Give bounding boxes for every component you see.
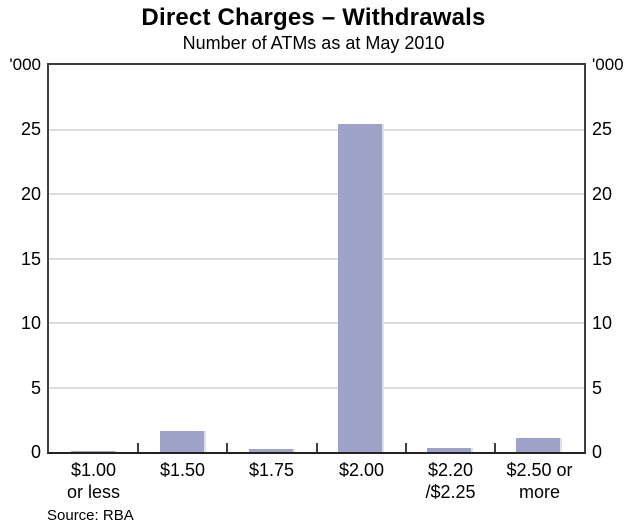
plot-area: [47, 63, 586, 454]
x-axis-label-line: $2.20: [427, 460, 474, 480]
y-axis-label: 10: [592, 313, 613, 333]
bar: [160, 431, 206, 452]
gridline: [49, 386, 584, 389]
x-axis-label-line: /$2.25: [425, 482, 476, 502]
x-axis-tick: [316, 443, 318, 452]
y-axis-label: 20: [20, 184, 41, 204]
y-axis-label: 25: [592, 119, 613, 139]
bar: [71, 451, 117, 452]
y-axis-label: 25: [20, 119, 41, 139]
y-axis-left: '000 0 5 10 15 20 25: [0, 55, 41, 462]
chart-title: Direct Charges – Withdrawals: [141, 4, 486, 31]
bar: [338, 124, 384, 452]
y-axis-label: 15: [20, 249, 41, 269]
gridline: [49, 322, 584, 324]
x-axis-tick: [226, 443, 228, 452]
y-axis-label: 0: [592, 442, 603, 462]
x-axis-tick: [405, 443, 407, 452]
source-note: Source: RBA: [47, 507, 134, 524]
y-axis-right: '000 0 5 10 15 20 25: [592, 55, 626, 462]
y-axis-label: 15: [592, 249, 613, 269]
x-axis-label: $1.50: [138, 459, 227, 481]
x-axis-label-line: more: [518, 482, 560, 502]
bar: [516, 438, 562, 452]
y-axis-label: 5: [592, 378, 603, 398]
y-axis-label: 20: [592, 184, 613, 204]
x-axis-label: $2.20/$2.25: [406, 459, 495, 503]
x-axis-tick: [137, 443, 139, 452]
x-axis-label: $1.00 or less: [49, 459, 138, 503]
x-axis-label-line: or less: [66, 482, 120, 502]
x-axis-label-line: $2.00: [338, 460, 385, 480]
gridline: [49, 193, 584, 195]
gridline: [49, 257, 584, 260]
x-axis-label-line: $1.00: [70, 460, 117, 480]
y-axis-label: 0: [30, 442, 41, 462]
y-axis-unit-left: '000: [9, 55, 41, 74]
x-axis-label: $2.00: [317, 459, 406, 481]
x-axis-labels: $1.00 or less $1.50 $1.75 $2.00 $2.20/$2.25 $2…: [49, 459, 584, 505]
x-axis-label-line: $2.50 or: [506, 460, 573, 480]
chart-subtitle: Number of ATMs as at May 2010: [182, 33, 445, 53]
x-axis-label: $2.50 or more: [495, 459, 584, 503]
x-axis-label-line: $1.75: [248, 460, 295, 480]
bar: [427, 448, 473, 452]
x-axis-label: $1.75: [227, 459, 316, 481]
x-axis-tick: [494, 443, 496, 452]
y-axis-label: 10: [20, 313, 41, 333]
bar: [249, 449, 295, 452]
y-axis-label: 5: [30, 378, 41, 398]
gridline: [49, 128, 584, 131]
y-axis-unit-right: '000: [592, 55, 624, 74]
x-axis-label-line: $1.50: [159, 460, 206, 480]
